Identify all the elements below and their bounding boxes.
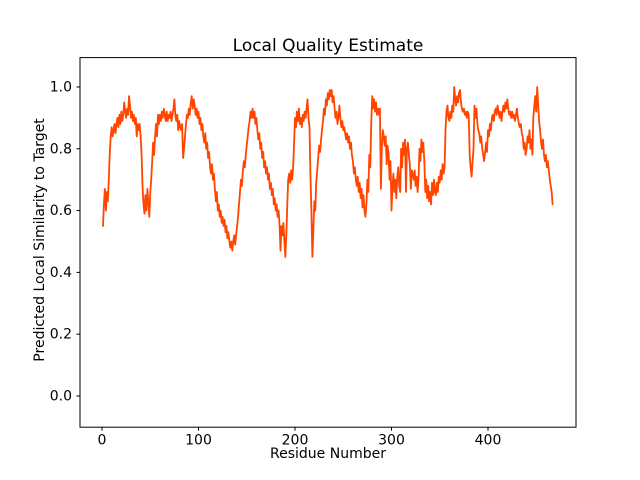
quality-line	[102, 86, 554, 258]
x-tick-label: 0	[98, 433, 107, 449]
x-axis-ticks: 0 100 200 300 400	[98, 427, 502, 449]
chart-title: Local Quality Estimate	[232, 36, 424, 56]
x-tick-label: 200	[282, 433, 309, 449]
x-tick-label: 300	[378, 433, 405, 449]
y-tick-label: 0.4	[50, 265, 72, 281]
y-axis-label: Predicted Local Similarity to Target	[32, 118, 48, 362]
y-axis-ticks: 0.0 0.2 0.4 0.6 0.8 1.0	[50, 79, 80, 404]
y-tick-label: 0.6	[50, 203, 72, 219]
plot-area	[79, 57, 577, 428]
y-tick-label: 0.8	[50, 141, 72, 157]
y-tick-label: 1.0	[50, 79, 72, 95]
x-tick-label: 400	[475, 433, 502, 449]
y-tick-label: 0.2	[50, 327, 72, 343]
x-axis-label: Residue Number	[270, 446, 386, 462]
y-tick-label: 0.0	[50, 388, 72, 404]
x-tick-label: 100	[185, 433, 212, 449]
